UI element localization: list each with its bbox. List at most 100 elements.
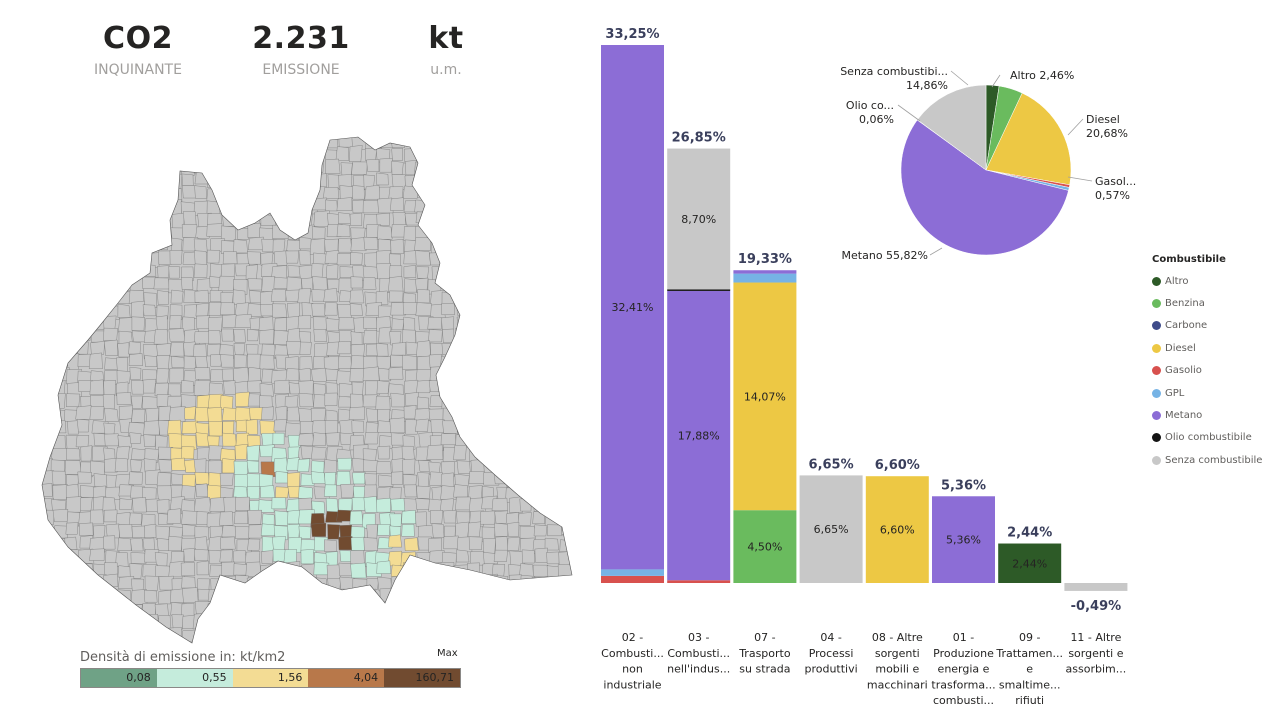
municipality[interactable] — [534, 547, 548, 563]
municipality[interactable] — [482, 627, 497, 640]
municipality[interactable] — [285, 250, 300, 264]
municipality[interactable] — [66, 589, 80, 602]
municipality[interactable] — [493, 615, 508, 630]
municipality[interactable] — [106, 173, 120, 191]
municipality[interactable] — [170, 457, 186, 471]
municipality[interactable] — [391, 148, 403, 161]
municipality[interactable] — [413, 575, 431, 592]
municipality[interactable] — [284, 174, 300, 189]
municipality[interactable] — [51, 238, 65, 254]
municipality[interactable] — [91, 237, 104, 249]
municipality[interactable] — [233, 161, 248, 176]
municipality[interactable] — [79, 522, 94, 536]
municipality[interactable] — [520, 382, 538, 398]
municipality[interactable] — [546, 161, 561, 178]
municipality[interactable] — [220, 395, 234, 410]
emission-density-map[interactable] — [40, 135, 575, 645]
municipality[interactable] — [519, 525, 536, 539]
municipality[interactable] — [378, 367, 392, 382]
municipality[interactable] — [558, 210, 574, 227]
municipality[interactable] — [77, 471, 92, 484]
municipality[interactable] — [75, 405, 92, 420]
municipality[interactable] — [249, 625, 262, 641]
municipality[interactable] — [260, 523, 277, 536]
municipality[interactable] — [520, 486, 535, 501]
municipality[interactable] — [469, 300, 484, 316]
municipality[interactable] — [455, 158, 469, 174]
municipality[interactable] — [545, 496, 562, 513]
municipality[interactable] — [64, 328, 78, 343]
municipality[interactable] — [402, 458, 416, 475]
municipality[interactable] — [469, 253, 484, 268]
municipality[interactable] — [194, 367, 211, 380]
municipality[interactable] — [349, 368, 365, 382]
municipality[interactable] — [103, 158, 116, 175]
municipality[interactable] — [533, 564, 549, 577]
municipality[interactable] — [105, 250, 121, 263]
municipality[interactable] — [390, 392, 405, 408]
municipality[interactable] — [233, 550, 247, 563]
municipality[interactable] — [495, 184, 509, 198]
municipality[interactable] — [465, 391, 481, 407]
municipality[interactable] — [339, 641, 355, 645]
municipality[interactable] — [193, 497, 212, 513]
municipality[interactable] — [482, 211, 495, 227]
municipality[interactable] — [234, 407, 251, 423]
municipality[interactable] — [415, 511, 427, 527]
municipality[interactable] — [442, 420, 458, 434]
municipality[interactable] — [52, 329, 66, 344]
municipality[interactable] — [261, 617, 276, 632]
municipality[interactable] — [418, 524, 434, 538]
municipality[interactable] — [158, 589, 172, 605]
municipality[interactable] — [548, 432, 562, 448]
municipality[interactable] — [429, 366, 443, 382]
municipality[interactable] — [194, 331, 211, 344]
municipality[interactable] — [573, 252, 575, 266]
municipality[interactable] — [285, 289, 300, 302]
municipality[interactable] — [362, 200, 380, 214]
municipality[interactable] — [93, 186, 109, 200]
municipality[interactable] — [273, 457, 289, 473]
municipality[interactable] — [570, 380, 575, 394]
municipality[interactable] — [155, 145, 169, 158]
municipality[interactable] — [208, 614, 225, 628]
municipality[interactable] — [155, 628, 170, 642]
municipality[interactable] — [259, 629, 273, 645]
municipality[interactable] — [78, 225, 95, 238]
municipality[interactable] — [507, 628, 520, 642]
municipality[interactable] — [508, 198, 522, 213]
municipality[interactable] — [376, 461, 392, 474]
municipality[interactable] — [508, 445, 521, 461]
municipality[interactable] — [574, 487, 575, 499]
municipality[interactable] — [428, 379, 444, 392]
municipality[interactable] — [391, 591, 406, 603]
municipality[interactable] — [325, 382, 338, 396]
municipality[interactable] — [117, 159, 132, 176]
municipality[interactable] — [53, 538, 66, 551]
municipality[interactable] — [102, 496, 116, 512]
municipality[interactable] — [142, 396, 158, 409]
municipality[interactable] — [455, 171, 467, 186]
municipality[interactable] — [222, 314, 237, 328]
municipality[interactable] — [441, 159, 455, 175]
municipality[interactable] — [41, 149, 55, 165]
municipality[interactable] — [417, 172, 432, 184]
municipality[interactable] — [287, 226, 301, 240]
municipality[interactable] — [131, 448, 146, 460]
municipality[interactable] — [101, 289, 118, 305]
municipality[interactable] — [468, 263, 485, 277]
municipality[interactable] — [286, 630, 301, 643]
municipality[interactable] — [336, 197, 353, 211]
municipality[interactable] — [494, 393, 510, 407]
municipality[interactable] — [404, 591, 418, 607]
municipality[interactable] — [431, 266, 449, 281]
municipality[interactable] — [90, 225, 108, 238]
municipality[interactable] — [352, 601, 368, 618]
municipality[interactable] — [430, 239, 445, 255]
municipality[interactable] — [323, 187, 340, 199]
municipality[interactable] — [218, 275, 235, 292]
municipality[interactable] — [444, 211, 458, 225]
municipality[interactable] — [105, 629, 120, 643]
municipality[interactable] — [456, 274, 471, 290]
municipality[interactable] — [64, 212, 78, 227]
